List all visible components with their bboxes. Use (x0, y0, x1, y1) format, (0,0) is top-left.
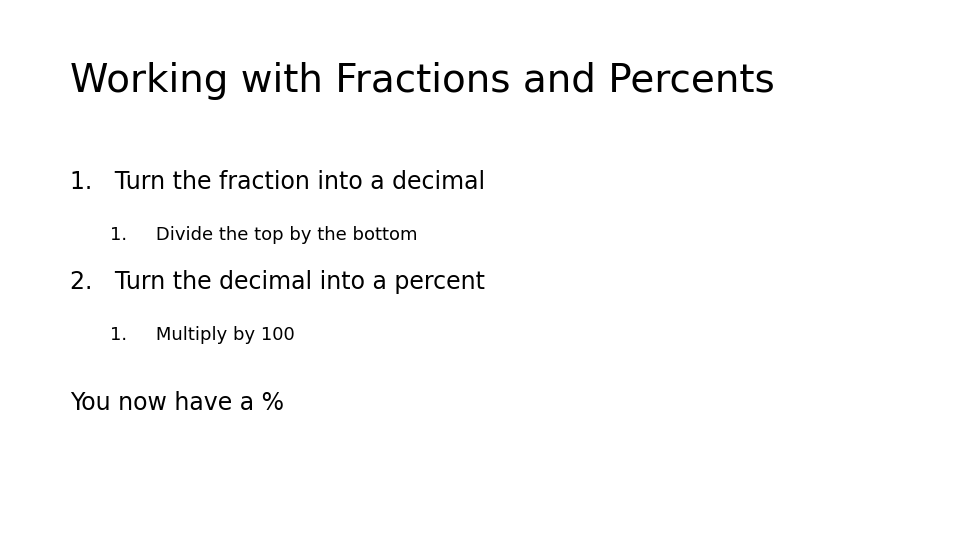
Text: You now have a %: You now have a % (70, 392, 284, 415)
Text: 2.   Turn the decimal into a percent: 2. Turn the decimal into a percent (70, 270, 485, 294)
Text: Working with Fractions and Percents: Working with Fractions and Percents (70, 62, 775, 100)
Text: 1.     Multiply by 100: 1. Multiply by 100 (110, 326, 295, 343)
Text: 1.   Turn the fraction into a decimal: 1. Turn the fraction into a decimal (70, 170, 485, 194)
Text: 1.     Divide the top by the bottom: 1. Divide the top by the bottom (110, 226, 418, 244)
